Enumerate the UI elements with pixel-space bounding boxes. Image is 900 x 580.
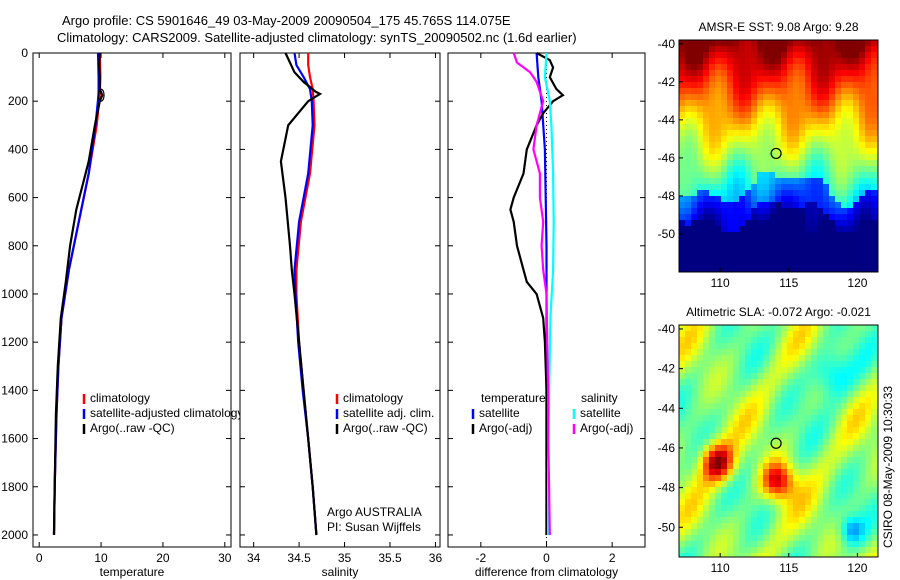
y-tick-label: -46 xyxy=(658,151,676,165)
annotation: Argo AUSTRALIA xyxy=(327,505,422,519)
x-axis-label: temperature xyxy=(100,565,165,579)
legend-label: satellite adj. clim. xyxy=(343,406,434,420)
annotation: PI: Susan Wijffels xyxy=(327,520,421,534)
y-tick-label: -40 xyxy=(658,37,676,51)
plot-frame xyxy=(239,52,441,548)
legend-label: Argo(..raw -QC) xyxy=(90,421,175,435)
salinity-panel: 34 34.5 35 35.5 36 salinity climatologysatelli… xyxy=(239,52,443,579)
series-line-3 xyxy=(52,52,104,536)
x-tick-label: 10 xyxy=(94,551,108,565)
series-line-3 xyxy=(279,52,323,536)
legend-label: satellite xyxy=(479,406,520,420)
temperature-panel: 0 10 20 30 temperature 0 200 400 600 800 1000 1200 1… xyxy=(1,46,243,579)
map-title: Altimetric SLA: -0.072 Argo: -0.021 xyxy=(686,305,871,319)
y-tick-label: 800 xyxy=(8,239,28,253)
sst-map-panel: 110 115 120 -40 -42 -44 -46 -48 -50 AMSR-E SST: 9… xyxy=(658,20,879,290)
y-tick-label: 1800 xyxy=(1,480,28,494)
series-line-4 xyxy=(512,52,551,536)
y-tick-label: 0 xyxy=(21,46,28,60)
x-tick-label: 35 xyxy=(338,551,352,565)
y-tick-label: -50 xyxy=(658,520,676,534)
x-axis-label: difference from climatology xyxy=(475,565,618,579)
y-tick-label: -42 xyxy=(658,75,676,89)
y-tick-label: -48 xyxy=(658,481,676,495)
y-tick-label: -44 xyxy=(658,113,676,127)
legend-label: Argo(-adj) xyxy=(580,421,633,435)
y-tick-label: 2000 xyxy=(1,528,28,542)
header-line-2: Climatology: CARS2009. Satellite-adjuste… xyxy=(57,30,577,45)
legend-label: Argo(..raw -QC) xyxy=(343,421,428,435)
x-tick-label: 35.5 xyxy=(378,551,402,565)
x-tick-label: 0 xyxy=(36,551,43,565)
map-field xyxy=(679,40,878,272)
plot-frame xyxy=(32,52,232,548)
header-line-1: Argo profile: CS 5901646_49 03-May-2009 … xyxy=(62,13,511,28)
y-tick-label: 1000 xyxy=(1,287,28,301)
argo-position-marker xyxy=(770,437,782,449)
x-tick-label: 120 xyxy=(847,561,867,575)
legend-label: satellite-adjusted climatology xyxy=(90,406,243,420)
map-field xyxy=(679,325,878,557)
y-tick-label: -46 xyxy=(658,441,676,455)
x-tick-label: 120 xyxy=(847,276,867,290)
y-tick-label: -48 xyxy=(658,189,676,203)
y-tick-label: 200 xyxy=(8,94,28,108)
x-tick-label: 110 xyxy=(711,561,730,575)
legend-heading: temperature xyxy=(481,391,546,405)
x-axis-label: salinity xyxy=(322,565,359,579)
y-tick-label: 400 xyxy=(8,142,28,156)
x-tick-label: 115 xyxy=(779,276,798,290)
map-frame xyxy=(678,324,879,558)
csiro-stamp: CSIRO 08-May-2009 10:30:33 xyxy=(881,386,895,548)
x-tick-label: -2 xyxy=(475,551,486,565)
legend-label: climatology xyxy=(343,391,403,405)
legend-label: satellite xyxy=(580,406,621,420)
y-tick-label: 1600 xyxy=(1,432,28,446)
x-tick-label: 36 xyxy=(429,551,443,565)
y-tick-label: -50 xyxy=(658,227,676,241)
argo-position-marker xyxy=(770,147,782,160)
x-tick-label: 30 xyxy=(218,551,232,565)
x-tick-label: 0 xyxy=(543,551,550,565)
x-tick-label: 20 xyxy=(156,551,170,565)
map-frame xyxy=(678,39,879,273)
series-line-2 xyxy=(509,52,565,535)
x-tick-label: 34 xyxy=(247,551,261,565)
x-tick-label: 34.5 xyxy=(287,551,311,565)
legend-label: climatology xyxy=(90,391,150,405)
y-tick-label: -44 xyxy=(658,401,676,415)
argo-loop xyxy=(97,88,105,102)
x-tick-label: 110 xyxy=(711,276,730,290)
y-tick-label: 1200 xyxy=(1,335,28,349)
x-tick-label: 115 xyxy=(779,561,798,575)
y-tick-label: -40 xyxy=(658,322,676,336)
y-tick-label: 1400 xyxy=(1,383,28,397)
map-title: AMSR-E SST: 9.08 Argo: 9.28 xyxy=(698,20,858,34)
y-tick-label: 600 xyxy=(8,191,28,205)
y-tick-label: -42 xyxy=(658,362,676,376)
x-tick-label: 2 xyxy=(609,551,616,565)
legend-label: Argo(-adj) xyxy=(479,421,532,435)
legend-heading: salinity xyxy=(581,391,618,405)
sla-map-panel: 110 115 120 -40 -42 -44 -46 -48 -50 Altimetric SL… xyxy=(658,305,879,575)
